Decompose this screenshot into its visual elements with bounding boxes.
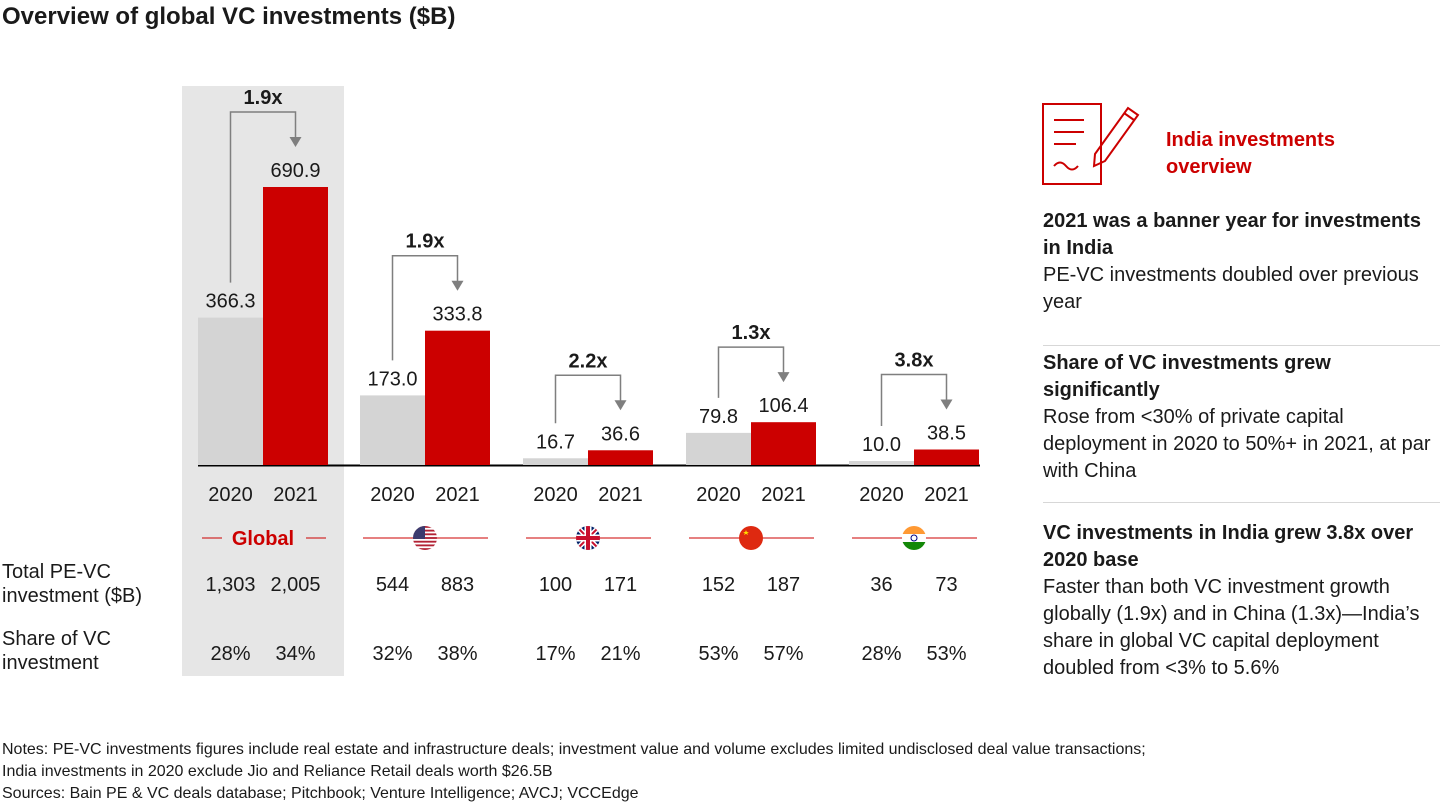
total-pe-vc-value: 152	[702, 574, 735, 596]
bar-2020	[198, 317, 263, 465]
bar-2020	[523, 458, 588, 465]
bar-value-label: 106.4	[758, 395, 808, 417]
total-pe-vc-value: 883	[441, 574, 474, 596]
vc-share-value: 17%	[535, 643, 575, 665]
footnote-line: Notes: PE-VC investments figures include…	[2, 741, 1146, 758]
x-tick-label: 2020	[533, 484, 578, 506]
growth-arrow	[717, 346, 785, 398]
bar-value-label: 690.9	[270, 160, 320, 182]
growth-arrow	[229, 111, 297, 283]
x-tick-label: 2020	[208, 484, 253, 506]
divider	[1043, 345, 1440, 346]
x-tick-label: 2020	[370, 484, 415, 506]
growth-arrow	[391, 254, 459, 361]
us-flag-icon	[413, 526, 437, 550]
insight-heading: 2021 was a banner year for investments i…	[1043, 210, 1421, 259]
insight-body: PE-VC investments doubled over previous …	[1043, 264, 1419, 313]
india-overview-title: India investments overview	[1166, 129, 1335, 178]
bar-value-label: 173.0	[367, 368, 417, 390]
document-pen-icon	[1042, 103, 1140, 185]
bar-2021	[751, 422, 816, 465]
total-pe-vc-value: 187	[767, 574, 800, 596]
insight-growth: VC investments in India grew 3.8x over 2…	[1043, 520, 1440, 682]
footnotes: Notes: PE-VC investments figures include…	[2, 739, 1440, 805]
vc-share-value: 57%	[763, 643, 803, 665]
bar-2021	[263, 187, 328, 465]
growth-arrow-head	[940, 399, 953, 410]
row-label-total-pe-vc: Total PE-VC investment ($B)	[2, 561, 143, 607]
insight-vc-share: Share of VC investments grew significant…	[1043, 350, 1440, 485]
growth-arrow-head	[289, 137, 302, 147]
total-pe-vc-value: 544	[376, 574, 409, 596]
china-flag-icon	[739, 526, 763, 550]
vc-share-value: 53%	[926, 643, 966, 665]
bar-value-label: 38.5	[927, 423, 966, 445]
insight-body: Faster than both VC investment growth gl…	[1043, 576, 1420, 679]
bar-value-label: 10.0	[862, 434, 901, 456]
footnote-line: Sources: Bain PE & VC deals database; Pi…	[2, 785, 639, 802]
growth-multiplier: 3.8x	[895, 350, 934, 372]
growth-multiplier: 1.9x	[244, 87, 283, 109]
region-label-global: Global	[232, 528, 294, 550]
insight-body: Rose from <30% of private capital deploy…	[1043, 406, 1431, 482]
row-label-vc-share: Share of VC investment	[2, 628, 111, 674]
growth-multiplier: 1.3x	[732, 322, 771, 344]
bar-2020	[360, 395, 425, 465]
growth-arrow	[880, 373, 948, 426]
growth-arrow-head	[777, 372, 790, 383]
bar-2020	[686, 432, 751, 465]
bar-2021	[425, 330, 490, 465]
insight-heading: VC investments in India grew 3.8x over 2…	[1043, 522, 1414, 571]
bar-2020	[849, 460, 914, 465]
page-title: Overview of global VC investments ($B)	[2, 3, 456, 30]
x-tick-label: 2021	[761, 484, 806, 506]
bar-value-label: 366.3	[205, 291, 255, 313]
bar-value-label: 16.7	[536, 431, 575, 453]
india-flag-icon	[902, 526, 926, 550]
growth-arrow	[554, 374, 622, 424]
bar-value-label: 36.6	[601, 423, 640, 445]
divider	[1043, 502, 1440, 503]
bar-value-label: 333.8	[432, 304, 482, 326]
bar-2021	[588, 450, 653, 465]
x-tick-label: 2020	[859, 484, 904, 506]
uk-flag-icon	[576, 526, 600, 550]
x-tick-label: 2021	[273, 484, 318, 506]
total-pe-vc-value: 100	[539, 574, 572, 596]
insight-banner-year: 2021 was a banner year for investments i…	[1043, 208, 1440, 316]
bar-2021	[914, 449, 979, 465]
vc-share-value: 38%	[437, 643, 477, 665]
total-pe-vc-value: 2,005	[270, 574, 320, 596]
growth-arrow-head	[451, 280, 464, 291]
total-pe-vc-value: 73	[935, 574, 957, 596]
growth-multiplier: 1.9x	[406, 231, 445, 253]
total-pe-vc-value: 36	[870, 574, 892, 596]
vc-share-value: 28%	[861, 643, 901, 665]
insight-heading: Share of VC investments grew significant…	[1043, 352, 1331, 401]
footnote-line: India investments in 2020 exclude Jio an…	[2, 763, 553, 780]
total-pe-vc-value: 1,303	[205, 574, 255, 596]
vc-share-value: 34%	[275, 643, 315, 665]
vc-share-value: 21%	[600, 643, 640, 665]
vc-share-value: 32%	[372, 643, 412, 665]
x-tick-label: 2020	[696, 484, 741, 506]
vc-share-value: 28%	[210, 643, 250, 665]
x-tick-label: 2021	[435, 484, 480, 506]
vc-share-value: 53%	[698, 643, 738, 665]
x-tick-label: 2021	[598, 484, 643, 506]
bar-value-label: 79.8	[699, 406, 738, 428]
total-pe-vc-value: 171	[604, 574, 637, 596]
growth-arrow-head	[614, 400, 627, 411]
growth-multiplier: 2.2x	[569, 350, 608, 372]
x-tick-label: 2021	[924, 484, 969, 506]
